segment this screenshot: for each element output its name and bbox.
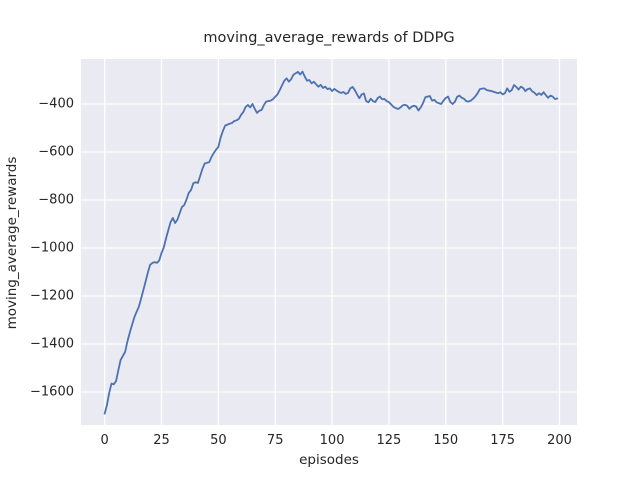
x-tick-label: 150 <box>433 433 459 448</box>
y-tick-label: −1200 <box>30 288 74 304</box>
y-tick-label: −1400 <box>30 336 74 352</box>
x-tick-label: 200 <box>547 433 572 448</box>
x-tick-label: 175 <box>490 433 516 448</box>
chart-title: moving_average_rewards of DDPG <box>203 30 455 46</box>
y-tick-label: −1000 <box>30 240 74 256</box>
y-tick-label: −800 <box>38 192 74 208</box>
x-tick-label: 125 <box>376 433 402 448</box>
x-tick-label: 0 <box>100 433 109 448</box>
y-gridlines <box>81 103 577 393</box>
y-tick-label: −1600 <box>30 384 74 400</box>
reward-line <box>103 70 559 415</box>
x-tick-label: 50 <box>210 433 227 448</box>
y-tick-label: −600 <box>38 144 74 160</box>
x-axis-label: episodes <box>299 452 359 468</box>
x-tick-label: 25 <box>153 433 170 448</box>
plot-svg <box>81 59 577 425</box>
plot-area <box>81 59 577 425</box>
y-tick-label: −400 <box>38 96 74 112</box>
y-axis-label: moving_average_rewards <box>4 156 20 330</box>
x-tick-label: 100 <box>319 433 345 448</box>
x-gridlines <box>104 59 561 425</box>
x-tick-label: 75 <box>266 433 284 448</box>
